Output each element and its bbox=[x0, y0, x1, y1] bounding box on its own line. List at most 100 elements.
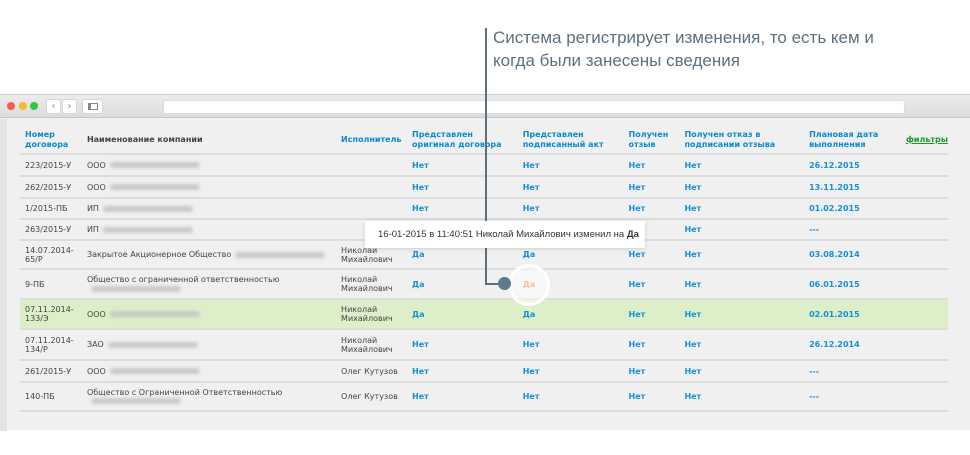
signed-act-cell[interactable]: Нет bbox=[517, 360, 624, 383]
planned-date-cell-value[interactable]: 26.12.2015 bbox=[809, 160, 860, 170]
original-contract-cell-value[interactable]: Нет bbox=[412, 366, 429, 376]
original-contract-cell-value[interactable]: Нет bbox=[412, 204, 429, 213]
refusal-cell[interactable]: Нет bbox=[679, 360, 805, 383]
review-received-cell[interactable]: Нет bbox=[623, 382, 680, 412]
planned-date-cell-value[interactable]: 02.01.2015 bbox=[809, 309, 860, 319]
planned-date-cell-value[interactable]: --- bbox=[809, 392, 820, 401]
table-row[interactable]: 223/2015-У ООО Нет Нет Нет Нет 26.12.2015 bbox=[20, 154, 948, 177]
refusal-cell-value[interactable]: Нет bbox=[684, 225, 702, 234]
close-window-button[interactable] bbox=[7, 102, 15, 110]
refusal-cell[interactable]: Нет bbox=[679, 198, 805, 220]
review-received-cell-value[interactable]: Нет bbox=[628, 279, 646, 289]
review-received-cell[interactable]: Нет bbox=[623, 198, 680, 220]
signed-act-cell-value[interactable]: Нет bbox=[522, 160, 540, 170]
original-contract-cell-value[interactable]: Нет bbox=[412, 182, 429, 192]
planned-date-cell-value[interactable]: --- bbox=[809, 225, 820, 234]
minimize-window-button[interactable] bbox=[19, 102, 27, 110]
column-header[interactable]: Исполнитель bbox=[336, 127, 407, 155]
signed-act-cell-value[interactable]: Нет bbox=[522, 392, 540, 401]
review-received-cell[interactable]: Нет bbox=[623, 269, 680, 300]
refusal-cell-value[interactable]: Нет bbox=[684, 182, 702, 192]
column-header[interactable]: Получен отказ в подписании отзыва bbox=[679, 127, 805, 155]
planned-date-cell[interactable]: 13.11.2015 bbox=[804, 176, 901, 199]
column-header[interactable]: Представлен оригинал договора bbox=[407, 127, 518, 155]
review-received-cell-value[interactable]: Нет bbox=[628, 366, 646, 376]
planned-date-cell-value[interactable]: 13.11.2015 bbox=[809, 182, 860, 192]
address-bar[interactable] bbox=[163, 100, 905, 114]
signed-act-cell-value[interactable]: Нет bbox=[522, 182, 540, 192]
review-received-cell-value[interactable]: Нет bbox=[628, 250, 646, 259]
refusal-cell[interactable]: Нет bbox=[679, 176, 805, 199]
table-row[interactable]: 9-ПБ Общество с ограниченной ответственно… bbox=[20, 269, 948, 300]
refusal-cell[interactable]: Нет bbox=[679, 240, 805, 270]
original-contract-cell-value[interactable]: Нет bbox=[412, 160, 429, 170]
refusal-cell-value[interactable]: Нет bbox=[684, 160, 702, 170]
refusal-cell-value[interactable]: Нет bbox=[684, 250, 702, 259]
review-received-cell-value[interactable]: Нет bbox=[628, 160, 646, 170]
original-contract-cell-value[interactable]: Да bbox=[412, 250, 425, 259]
planned-date-cell[interactable]: 01.02.2015 bbox=[804, 198, 901, 220]
original-contract-cell[interactable]: Нет bbox=[407, 329, 518, 361]
original-contract-cell[interactable]: Да bbox=[407, 299, 518, 330]
refusal-cell-value[interactable]: Нет bbox=[684, 204, 702, 213]
refusal-cell[interactable]: Нет bbox=[679, 382, 805, 412]
column-header[interactable]: Плановая дата выполнения bbox=[804, 127, 901, 155]
review-received-cell[interactable]: Нет bbox=[623, 240, 680, 270]
signed-act-cell-value[interactable]: Нет bbox=[522, 204, 540, 213]
planned-date-cell-value[interactable]: 01.02.2015 bbox=[809, 204, 860, 213]
planned-date-cell[interactable]: 26.12.2015 bbox=[804, 154, 901, 177]
review-received-cell[interactable]: Нет bbox=[623, 329, 680, 361]
signed-act-cell-value[interactable]: Нет bbox=[522, 366, 540, 376]
planned-date-cell[interactable]: 03.08.2014 bbox=[804, 240, 901, 270]
review-received-cell[interactable]: Нет bbox=[623, 360, 680, 383]
table-row[interactable]: 07.11.2014-133/Э ООО Николай Михайлович Да Д… bbox=[20, 299, 948, 330]
signed-act-cell[interactable]: Нет bbox=[517, 176, 624, 199]
original-contract-cell[interactable]: Нет bbox=[407, 154, 518, 177]
planned-date-cell[interactable]: --- bbox=[804, 219, 901, 241]
review-received-cell-value[interactable]: Нет bbox=[628, 204, 646, 213]
table-row[interactable]: 262/2015-У ООО Нет Нет Нет Нет 13.11.2015 bbox=[20, 176, 948, 199]
column-header[interactable]: Номер договора bbox=[20, 127, 82, 155]
original-contract-cell-value[interactable]: Да bbox=[412, 309, 425, 319]
original-contract-cell[interactable]: Нет bbox=[407, 360, 518, 383]
original-contract-cell-value[interactable]: Нет bbox=[412, 340, 429, 349]
review-received-cell-value[interactable]: Нет bbox=[628, 392, 646, 401]
signed-act-cell-value[interactable]: Нет bbox=[522, 340, 540, 349]
back-icon[interactable]: ‹ bbox=[46, 99, 61, 114]
refusal-cell[interactable]: Нет bbox=[679, 329, 805, 361]
original-contract-cell[interactable]: Нет bbox=[407, 198, 518, 220]
table-row[interactable]: 261/2015-У ООО Олег Кутузов Нет Нет Нет Нет --- bbox=[20, 360, 948, 383]
maximize-window-button[interactable] bbox=[30, 102, 38, 110]
original-contract-cell[interactable]: Нет bbox=[407, 382, 518, 412]
column-header[interactable]: Наименование компании bbox=[81, 127, 337, 155]
table-row[interactable]: 1/2015-ПБ ИП Нет Нет Нет Нет 01.02.2015 bbox=[20, 198, 948, 220]
review-received-cell-value[interactable]: Нет bbox=[628, 340, 646, 349]
signed-act-cell-value[interactable]: Да bbox=[522, 309, 536, 319]
planned-date-cell[interactable]: 02.01.2015 bbox=[804, 299, 901, 330]
review-received-cell[interactable]: Нет bbox=[623, 154, 680, 177]
refusal-cell-value[interactable]: Нет bbox=[684, 340, 702, 349]
column-header[interactable]: Представлен подписанный акт bbox=[517, 127, 624, 155]
planned-date-cell-value[interactable]: 06.01.2015 bbox=[809, 279, 860, 289]
signed-act-cell[interactable]: Нет bbox=[517, 382, 624, 412]
refusal-cell-value[interactable]: Нет bbox=[684, 309, 702, 319]
signed-act-cell[interactable]: Нет bbox=[517, 198, 624, 220]
signed-act-cell[interactable]: Нет bbox=[517, 154, 624, 177]
refusal-cell[interactable]: Нет bbox=[679, 219, 805, 241]
original-contract-cell-value[interactable]: Да bbox=[412, 279, 425, 289]
refusal-cell-value[interactable]: Нет bbox=[684, 279, 702, 289]
review-received-cell[interactable]: Нет bbox=[623, 176, 680, 199]
planned-date-cell-value[interactable]: 03.08.2014 bbox=[809, 250, 860, 259]
review-received-cell-value[interactable]: Нет bbox=[628, 309, 646, 319]
refusal-cell[interactable]: Нет bbox=[679, 299, 805, 330]
signed-act-cell[interactable]: Нет bbox=[517, 329, 624, 361]
planned-date-cell[interactable]: 06.01.2015 bbox=[804, 269, 901, 300]
refusal-cell-value[interactable]: Нет bbox=[684, 392, 702, 401]
original-contract-cell-value[interactable]: Нет bbox=[412, 392, 429, 401]
forward-icon[interactable]: › bbox=[62, 99, 77, 114]
refusal-cell[interactable]: Нет bbox=[679, 154, 805, 177]
column-header[interactable]: Получен отзыв bbox=[623, 127, 680, 155]
planned-date-cell[interactable]: --- bbox=[804, 382, 901, 412]
planned-date-cell-value[interactable]: 26.12.2014 bbox=[809, 340, 860, 349]
original-contract-cell[interactable]: Нет bbox=[407, 176, 518, 199]
